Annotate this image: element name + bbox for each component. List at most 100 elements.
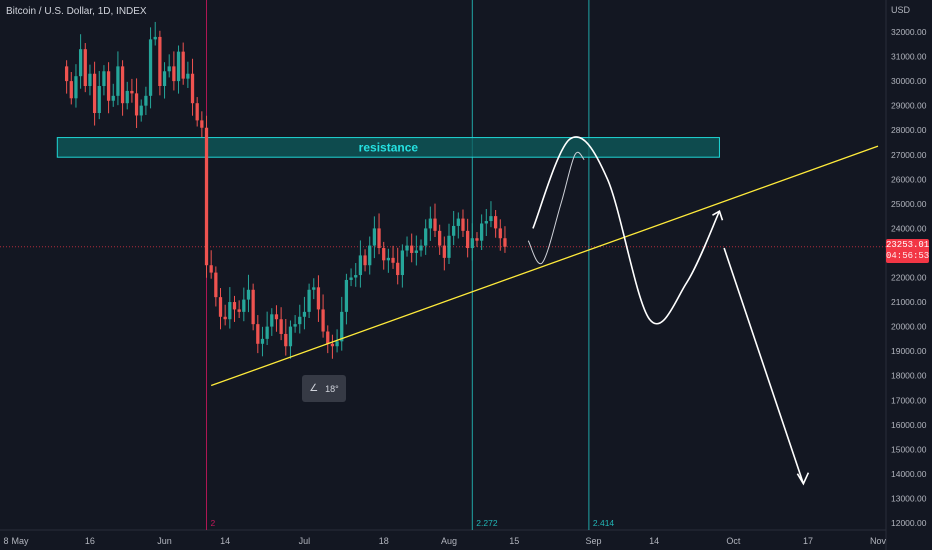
y-tick-label: 27000.00 (891, 150, 927, 160)
candle (330, 343, 335, 347)
candle (223, 316, 227, 320)
candle (74, 76, 78, 99)
resistance-label: resistance (359, 140, 419, 154)
candle (186, 73, 190, 79)
candle (480, 223, 484, 241)
resistance-zone (56, 137, 720, 158)
candle (452, 225, 456, 236)
candle (363, 255, 367, 266)
y-tick-label: 22000.00 (891, 273, 927, 283)
angle-readout[interactable]: ∠ 18° (302, 375, 346, 402)
y-tick-label: 16000.00 (891, 420, 927, 430)
candle (461, 218, 465, 231)
y-tick-label: 21000.00 (891, 297, 927, 307)
candle (344, 279, 349, 312)
candle (195, 103, 199, 121)
y-tick-label: 17000.00 (891, 395, 927, 405)
candle (102, 71, 106, 87)
candle (382, 248, 386, 261)
candle (111, 95, 115, 101)
candle (172, 66, 176, 82)
x-tick-label: Nov (870, 536, 887, 546)
x-tick-label: 8 (3, 536, 8, 546)
support-trendline (210, 145, 879, 387)
y-tick-label: 32000.00 (891, 27, 927, 37)
candle (200, 120, 204, 128)
candle (162, 71, 167, 87)
candle (456, 218, 460, 226)
candle (69, 81, 73, 99)
projection-arrowhead (712, 210, 724, 221)
x-tick-label: Jun (157, 536, 172, 546)
bar-countdown: 04:56:53 (886, 251, 930, 261)
vertical-line-label: 2.272 (476, 518, 498, 528)
candle (153, 36, 157, 40)
candle (284, 333, 288, 347)
candle (484, 221, 488, 224)
candle (167, 66, 171, 72)
x-tick-label: Sep (586, 536, 602, 546)
projection-down-arrowhead (796, 472, 810, 486)
candle (442, 245, 446, 258)
candle (349, 277, 353, 280)
y-tick-label: 26000.00 (891, 174, 927, 184)
candle (134, 93, 139, 116)
candle (447, 235, 451, 258)
x-tick-label: 14 (649, 536, 659, 546)
candle (176, 51, 181, 82)
candle (503, 238, 507, 247)
candle (64, 66, 69, 82)
candle (396, 262, 400, 276)
candle (214, 272, 218, 298)
y-tick-label: 13000.00 (891, 493, 927, 503)
x-tick-label: Aug (441, 536, 457, 546)
y-tick-label: 12000.00 (891, 518, 927, 528)
candle (419, 245, 423, 251)
candle (302, 311, 307, 317)
y-tick-label: 29000.00 (891, 101, 927, 111)
candle (489, 216, 493, 222)
candle (400, 250, 404, 276)
candle (190, 73, 195, 104)
candle (228, 302, 232, 320)
vertical-line-label: 2 (211, 518, 216, 528)
y-tick-label: 15000.00 (891, 444, 927, 454)
candle (414, 250, 418, 253)
chart-title: Bitcoin / U.S. Dollar, 1D, INDEX (6, 6, 147, 17)
candle (256, 324, 260, 344)
candle (106, 71, 111, 101)
x-tick-label: Oct (726, 536, 741, 546)
x-tick-label: 18 (379, 536, 389, 546)
candle (354, 275, 358, 278)
x-tick-label: 14 (220, 536, 230, 546)
candle (312, 287, 316, 290)
candle (466, 230, 470, 249)
candle (158, 36, 162, 87)
candle (475, 238, 479, 241)
x-tick-label: Jul (299, 536, 311, 546)
y-tick-label: 24000.00 (891, 223, 927, 233)
y-tick-label: 25000.00 (891, 199, 927, 209)
candle (493, 216, 498, 229)
candle (251, 289, 255, 325)
candle (428, 218, 432, 229)
candle (83, 49, 87, 87)
angle-value: 18° (325, 383, 339, 394)
candle (293, 324, 297, 327)
candle (88, 73, 92, 87)
candle (139, 105, 143, 116)
y-tick-label: 28000.00 (891, 125, 927, 135)
y-tick-label: 19000.00 (891, 346, 927, 356)
candle (335, 341, 339, 347)
candle (148, 39, 153, 96)
y-tick-label: 31000.00 (891, 52, 927, 62)
candle (424, 228, 428, 246)
projection-down-line (723, 247, 805, 484)
candle (358, 255, 363, 276)
angle-icon: ∠ (309, 383, 319, 394)
candle (498, 228, 502, 239)
candle (410, 245, 414, 253)
x-tick-label: 16 (85, 536, 95, 546)
x-tick-label: May (11, 536, 29, 546)
